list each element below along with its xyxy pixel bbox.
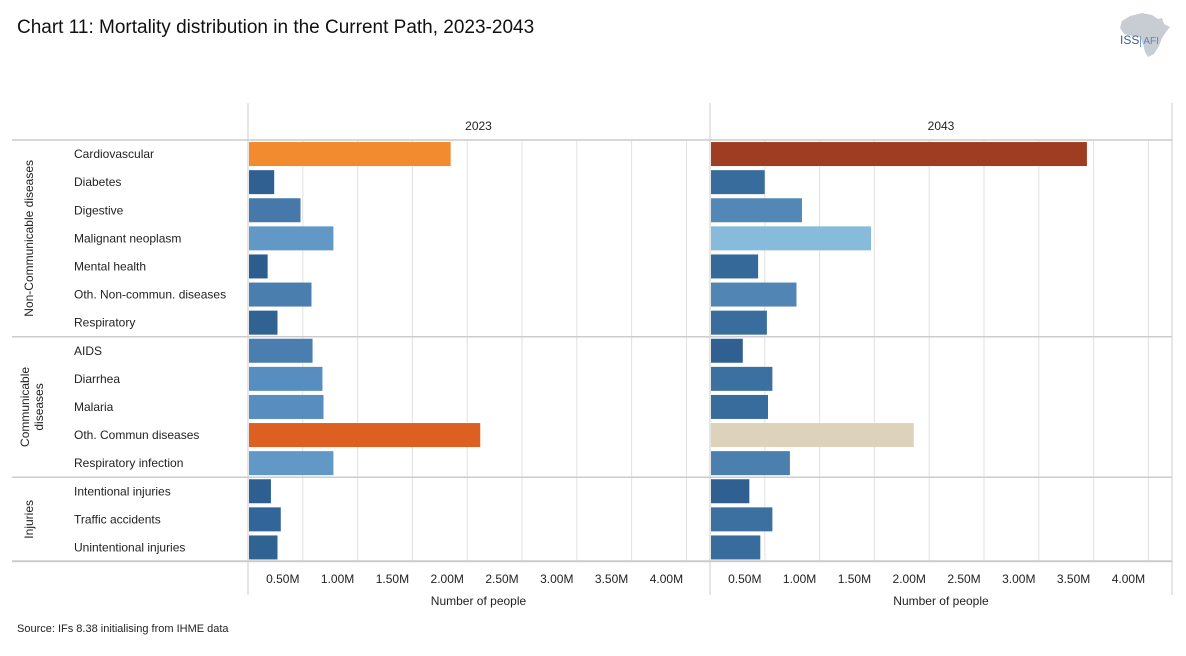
group-label: diseases: [32, 383, 46, 430]
chart-title: Chart 11: Mortality distribution in the …: [17, 17, 535, 38]
bar-2023-malignant-neoplasm: [249, 226, 334, 251]
bar-2043-mental-health: [711, 254, 759, 279]
category-label: Malaria: [74, 400, 114, 414]
x-tick-label: 1.00M: [321, 572, 354, 586]
bar-2043-malaria: [711, 394, 768, 419]
bar-2043-oth-non-commun-diseases: [711, 282, 797, 307]
x-tick-label: 2.50M: [485, 572, 518, 586]
panel-header-2023: 2023: [465, 119, 492, 133]
group-label: Injuries: [22, 500, 36, 539]
bar-2023-digestive: [249, 198, 301, 223]
category-label: Traffic accidents: [74, 512, 161, 526]
x-tick-label: 2.50M: [947, 572, 980, 586]
category-label: Respiratory: [74, 316, 135, 330]
category-label: Malignant neoplasm: [74, 231, 181, 245]
category-label: Oth. Commun diseases: [74, 428, 199, 442]
category-label: Unintentional injuries: [74, 540, 185, 554]
x-tick-label: 2.00M: [893, 572, 926, 586]
bar-2023-respiratory-infection: [249, 451, 334, 476]
x-tick-label: 1.50M: [376, 572, 409, 586]
bar-2043-malignant-neoplasm: [711, 226, 872, 251]
category-label: Intentional injuries: [74, 484, 171, 498]
x-tick-label: 1.50M: [838, 572, 871, 586]
group-label: Non-Communicable diseases: [22, 160, 36, 317]
bar-2023-aids: [249, 338, 313, 363]
category-label: Oth. Non-commun. diseases: [74, 288, 226, 302]
bar-2043-aids: [711, 338, 743, 363]
panel-header-2043: 2043: [928, 119, 955, 133]
logo-text: ISS AFI: [1120, 33, 1159, 47]
bar-2043-traffic-accidents: [711, 507, 773, 532]
x-tick-label: 3.00M: [540, 572, 573, 586]
x-tick-label: 0.50M: [266, 572, 299, 586]
x-tick-label: 2.00M: [431, 572, 464, 586]
category-label: Diabetes: [74, 175, 121, 189]
source-note: Source: IFs 8.38 initialising from IHME …: [17, 623, 229, 635]
x-axis-title: Number of people: [431, 594, 527, 608]
bar-2023-malaria: [249, 394, 324, 419]
group-label: Communicable: [18, 367, 32, 447]
x-tick-label: 3.50M: [1057, 572, 1090, 586]
bar-2043-respiratory: [711, 310, 767, 335]
bar-2023-intentional-injuries: [249, 479, 271, 504]
bar-2023-mental-health: [249, 254, 268, 279]
bar-2043-respiratory-infection: [711, 451, 790, 476]
bar-2023-diarrhea: [249, 366, 323, 391]
category-label: Respiratory infection: [74, 456, 183, 470]
bar-2043-diarrhea: [711, 366, 773, 391]
x-tick-label: 0.50M: [728, 572, 761, 586]
logo-main-text: ISS: [1120, 33, 1140, 47]
bar-2043-digestive: [711, 198, 802, 223]
africa-map-icon: [1120, 13, 1170, 57]
bar-2023-oth-commun-diseases: [249, 423, 481, 448]
category-label: Mental health: [74, 259, 146, 273]
category-label: AIDS: [74, 344, 102, 358]
category-label: Digestive: [74, 203, 124, 217]
bar-2043-cardiovascular: [711, 142, 1087, 167]
bar-2043-oth-commun-diseases: [711, 423, 914, 448]
bar-2023-respiratory: [249, 310, 278, 335]
x-tick-label: 1.00M: [783, 572, 816, 586]
bar-2023-unintentional-injuries: [249, 535, 278, 560]
x-axis-title: Number of people: [893, 594, 989, 608]
x-tick-label: 4.00M: [650, 572, 683, 586]
bar-2043-unintentional-injuries: [711, 535, 761, 560]
bar-2043-intentional-injuries: [711, 479, 750, 504]
category-label: Cardiovascular: [74, 147, 154, 161]
logo-sub-text: AFI: [1140, 36, 1159, 47]
x-tick-label: 3.50M: [595, 572, 628, 586]
bar-2023-oth-non-commun-diseases: [249, 282, 312, 307]
category-label: Diarrhea: [74, 372, 120, 386]
x-tick-label: 3.00M: [1002, 572, 1035, 586]
bar-2043-diabetes: [711, 170, 765, 195]
x-tick-label: 4.00M: [1112, 572, 1145, 586]
bar-2023-cardiovascular: [249, 142, 451, 167]
bar-2023-traffic-accidents: [249, 507, 281, 532]
bar-2023-diabetes: [249, 170, 275, 195]
